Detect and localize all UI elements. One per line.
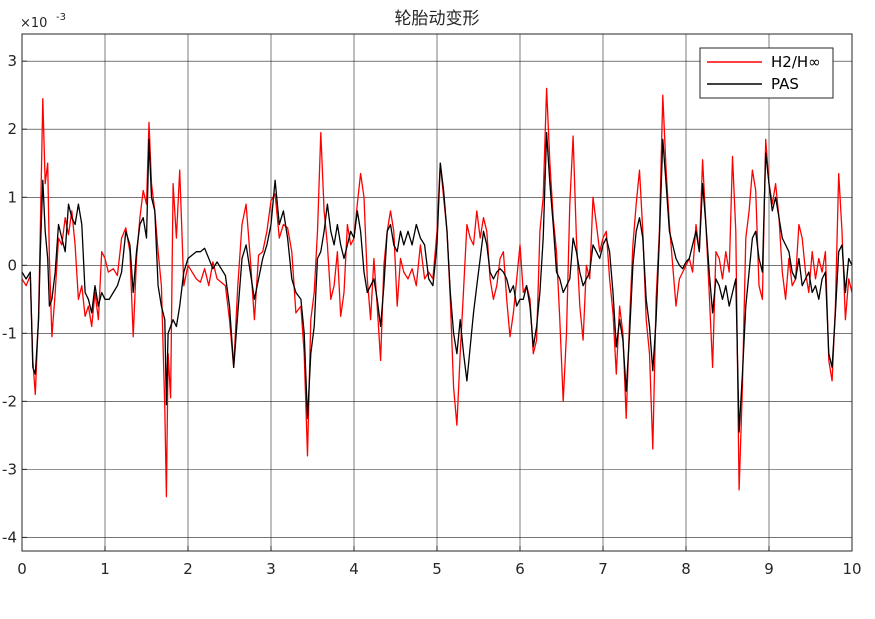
series-group: [21, 87, 853, 498]
x-tick-label: 7: [598, 560, 608, 578]
x-tick-label: 2: [183, 560, 193, 578]
y-exponent-base: ×10: [20, 16, 47, 31]
legend-label: H2/H∞: [771, 53, 821, 71]
x-tick-label: 10: [842, 560, 861, 578]
y-tick-label: 1: [7, 188, 17, 206]
y-tick-label: 2: [7, 120, 17, 138]
x-tick-label: 9: [764, 560, 774, 578]
x-tick-label: 4: [349, 560, 359, 578]
series-line-pas: [21, 131, 853, 433]
chart-title: 轮胎动变形: [395, 9, 480, 29]
x-tick-label: 3: [266, 560, 276, 578]
x-tick-label: 0: [17, 560, 27, 578]
y-tick-label: 0: [7, 256, 17, 274]
y-tick-label: -3: [2, 460, 17, 478]
y-tick-label: -2: [2, 392, 17, 410]
y-tick-label: -1: [2, 324, 17, 342]
tick-labels: 0 1 2 3 4 5 6 7 8 9 10 -4 -3 -2 -1 0 1 2 3: [2, 52, 862, 578]
legend-label: PAS: [771, 75, 799, 93]
y-tick-label: 3: [7, 52, 17, 70]
legend-box: [699, 47, 834, 99]
x-tick-label: 6: [515, 560, 525, 578]
y-tick-label: -4: [2, 528, 17, 546]
legend: H2/H∞ PAS: [699, 47, 834, 99]
x-tick-label: 1: [100, 560, 110, 578]
x-tick-label: 8: [681, 560, 691, 578]
y-exponent-power: -3: [56, 12, 66, 23]
x-tick-label: 5: [432, 560, 442, 578]
grid: [21, 34, 853, 551]
y-exponent-label: ×10 -3: [20, 12, 66, 31]
